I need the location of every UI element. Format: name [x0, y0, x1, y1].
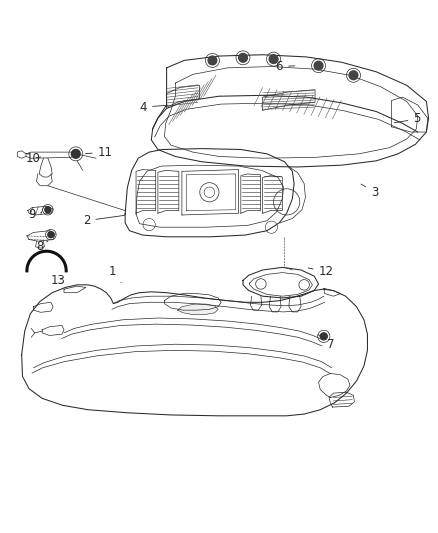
Circle shape — [314, 61, 323, 70]
Text: 2: 2 — [83, 214, 124, 227]
Text: 10: 10 — [26, 152, 41, 165]
Circle shape — [208, 56, 217, 65]
Text: 3: 3 — [361, 184, 378, 199]
Text: 9: 9 — [28, 208, 42, 222]
Circle shape — [71, 149, 80, 158]
Circle shape — [48, 231, 54, 238]
Text: 13: 13 — [50, 274, 65, 287]
Text: 12: 12 — [308, 265, 334, 278]
Text: 5: 5 — [394, 112, 420, 125]
Circle shape — [45, 207, 51, 213]
Circle shape — [320, 333, 327, 340]
Circle shape — [349, 71, 358, 79]
Text: 7: 7 — [318, 335, 335, 351]
Text: 8: 8 — [36, 240, 48, 253]
Circle shape — [239, 53, 247, 62]
Text: 6: 6 — [276, 60, 295, 73]
Text: 11: 11 — [85, 146, 113, 159]
Text: 4: 4 — [140, 101, 168, 114]
Text: 1: 1 — [109, 265, 121, 282]
Polygon shape — [177, 304, 218, 314]
Circle shape — [269, 55, 278, 63]
